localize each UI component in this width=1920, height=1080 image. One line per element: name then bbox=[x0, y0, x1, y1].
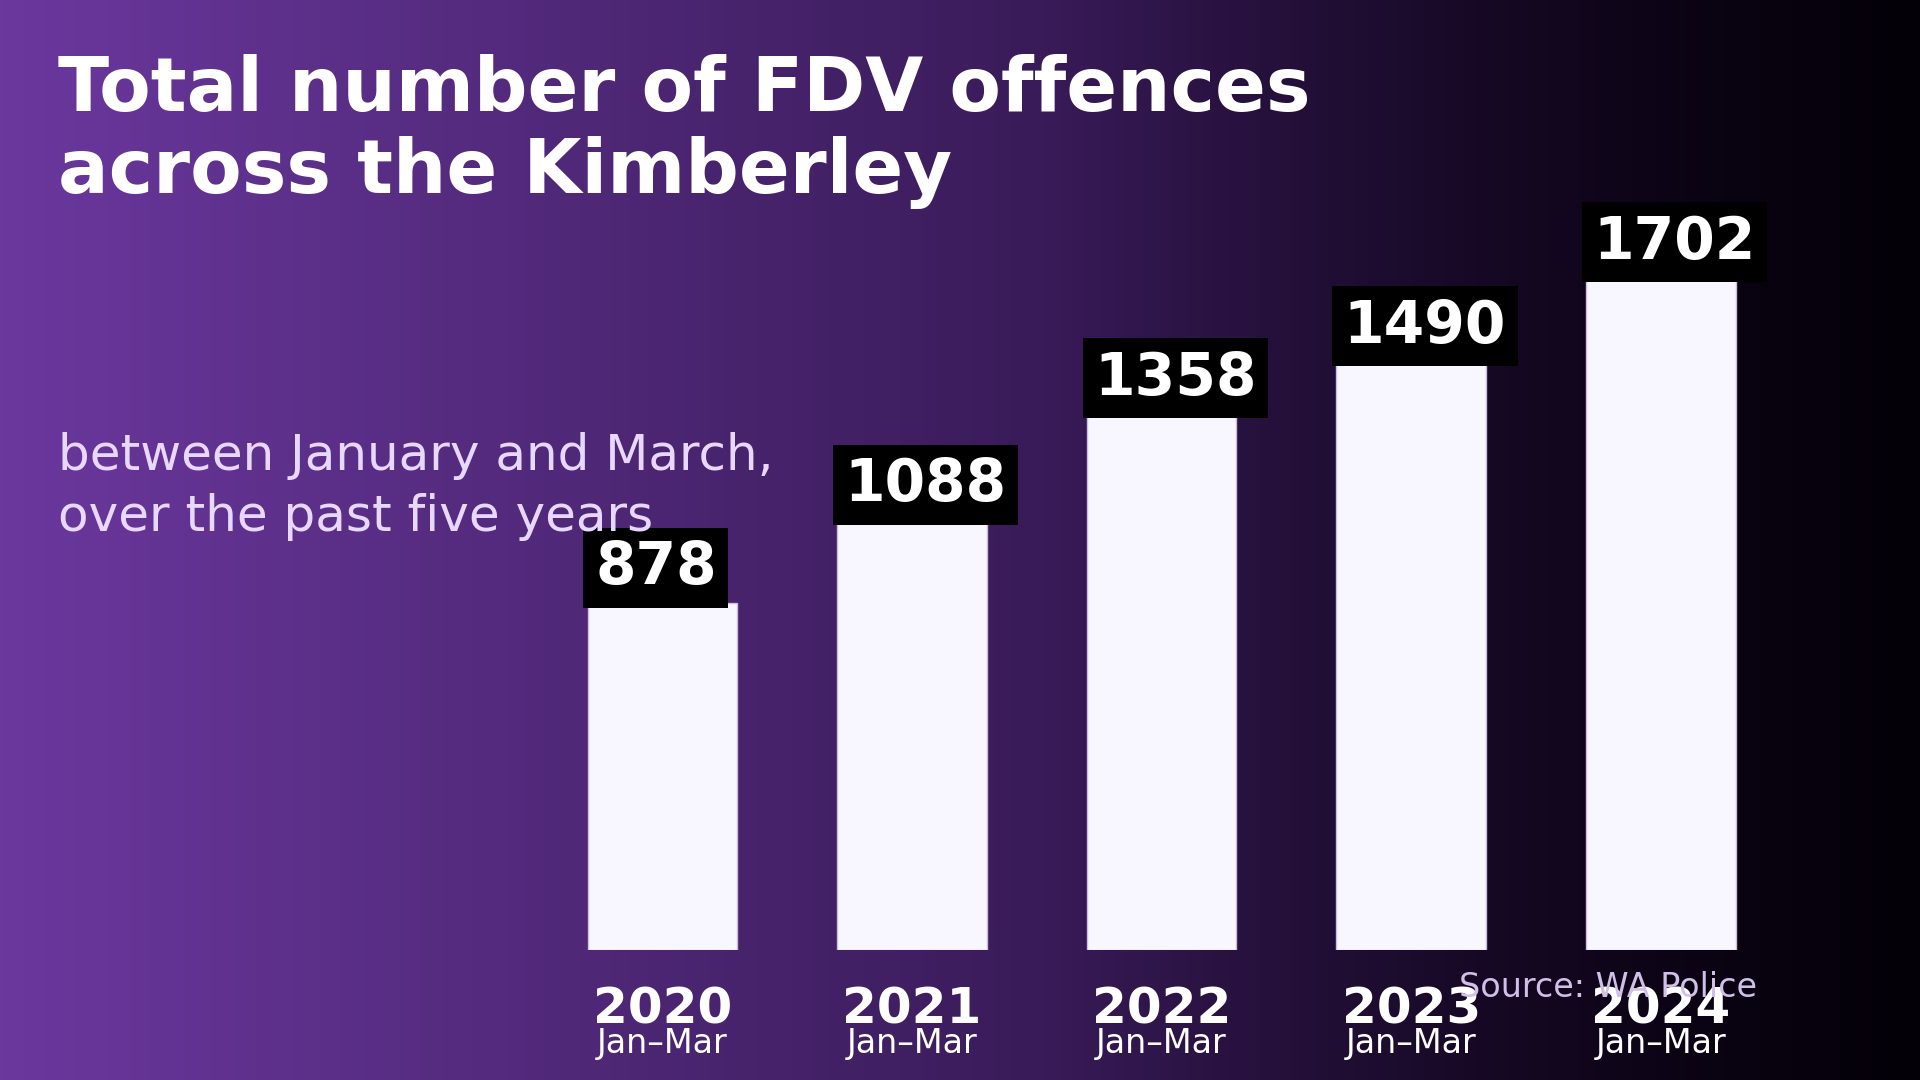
Text: 1702: 1702 bbox=[1594, 214, 1755, 271]
Bar bbox=[1087, 414, 1236, 950]
Text: 2023: 2023 bbox=[1342, 986, 1480, 1034]
Bar bbox=[837, 521, 987, 950]
Bar bbox=[588, 604, 737, 950]
Text: Jan–Mar: Jan–Mar bbox=[1596, 1027, 1726, 1061]
Text: between January and March,
over the past five years: between January and March, over the past… bbox=[58, 432, 774, 541]
Text: Total number of FDV offences
across the Kimberley: Total number of FDV offences across the … bbox=[58, 54, 1309, 208]
Text: Jan–Mar: Jan–Mar bbox=[597, 1027, 728, 1061]
Text: 878: 878 bbox=[595, 539, 716, 596]
Text: Source: WA Police: Source: WA Police bbox=[1459, 971, 1757, 1004]
Bar bbox=[1586, 278, 1736, 950]
Text: 1088: 1088 bbox=[845, 457, 1006, 513]
Bar bbox=[837, 521, 987, 950]
Text: 2024: 2024 bbox=[1592, 986, 1730, 1034]
Bar bbox=[1336, 362, 1486, 950]
Bar bbox=[1087, 414, 1236, 950]
Text: 2022: 2022 bbox=[1092, 986, 1231, 1034]
Text: 1358: 1358 bbox=[1094, 350, 1258, 407]
Bar bbox=[1336, 362, 1486, 950]
Text: Jan–Mar: Jan–Mar bbox=[1346, 1027, 1476, 1061]
Text: 1490: 1490 bbox=[1344, 298, 1505, 354]
Text: Jan–Mar: Jan–Mar bbox=[1096, 1027, 1227, 1061]
Bar bbox=[588, 604, 737, 950]
Text: Jan–Mar: Jan–Mar bbox=[847, 1027, 977, 1061]
Bar bbox=[1586, 278, 1736, 950]
Text: 2021: 2021 bbox=[843, 986, 981, 1034]
Text: 2020: 2020 bbox=[593, 986, 732, 1034]
